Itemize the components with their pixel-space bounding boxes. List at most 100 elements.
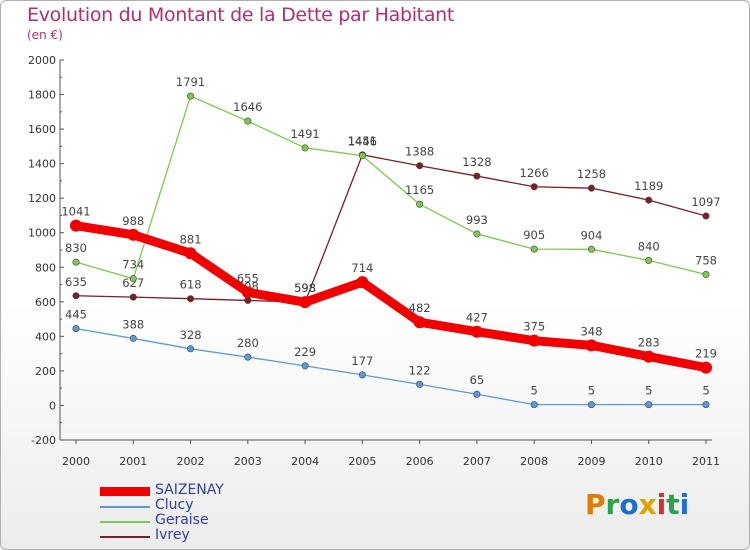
data-label-saizenay: 348: [580, 324, 602, 338]
data-point-ivrey: [416, 162, 424, 170]
data-label-geraise: 1446: [348, 135, 377, 149]
data-point-geraise: [702, 271, 710, 279]
data-point-geraise: [416, 200, 424, 208]
data-point-geraise: [301, 144, 309, 152]
data-label-geraise: 905: [523, 228, 545, 242]
data-point-geraise: [72, 258, 80, 266]
series-line-clucy: [75, 327, 707, 406]
y-tick-label: 1200: [28, 192, 56, 205]
data-point-clucy: [187, 345, 195, 353]
data-point-ivrey: [72, 292, 80, 300]
y-tick-label: 200: [35, 365, 56, 378]
logo-letter: t: [666, 488, 680, 521]
data-point-clucy: [72, 325, 80, 333]
data-label-ivrey: 1266: [520, 166, 549, 180]
legend-swatch-saizenay: [100, 487, 150, 496]
y-tick-label: 0: [49, 399, 56, 412]
data-point-ivrey: [129, 293, 137, 301]
x-tick-label: 2003: [234, 455, 262, 468]
proxiti-logo: Proxiti: [585, 488, 689, 521]
data-label-clucy: 5: [531, 384, 538, 398]
series-line-ivrey: [75, 154, 707, 303]
data-point-clucy: [301, 362, 309, 370]
chart-subtitle: (en €): [27, 28, 63, 42]
legend-swatch-geraise: [100, 521, 150, 523]
data-point-saizenay: [241, 286, 254, 299]
data-label-geraise: 904: [580, 228, 602, 242]
data-label-ivrey: 1388: [405, 145, 434, 159]
data-point-saizenay: [356, 276, 369, 289]
data-point-saizenay: [528, 334, 541, 347]
logo-letter: x: [638, 488, 657, 521]
data-label-clucy: 445: [65, 308, 87, 322]
data-label-ivrey: 1328: [462, 155, 491, 169]
data-point-saizenay: [299, 296, 312, 309]
x-tick-label: 2008: [520, 455, 548, 468]
data-label-ivrey: 635: [65, 275, 87, 289]
y-tick-label: -200: [31, 434, 56, 447]
y-tick-label: 1600: [28, 123, 56, 136]
data-point-saizenay: [642, 350, 655, 363]
logo-letter: P: [585, 488, 606, 521]
data-point-saizenay: [184, 247, 197, 260]
data-label-saizenay: 219: [695, 347, 717, 361]
data-label-saizenay: 375: [523, 320, 545, 334]
data-label-saizenay: 598: [294, 281, 316, 295]
data-label-clucy: 5: [645, 384, 652, 398]
data-label-clucy: 388: [122, 317, 144, 331]
data-point-geraise: [587, 245, 595, 253]
y-tick-label: 600: [35, 296, 56, 309]
logo-letter: i: [679, 488, 690, 521]
data-label-geraise: 758: [695, 254, 717, 268]
data-point-ivrey: [702, 212, 710, 220]
data-label-clucy: 122: [409, 363, 431, 377]
data-point-ivrey: [473, 172, 481, 180]
data-label-ivrey: 1189: [634, 179, 663, 193]
legend-swatch-ivrey: [100, 536, 150, 538]
data-label-clucy: 177: [351, 354, 373, 368]
series-line-geraise: [75, 95, 707, 280]
x-tick-label: 2005: [348, 455, 376, 468]
legend-label-geraise: Geraise: [155, 512, 209, 528]
data-point-geraise: [244, 117, 252, 125]
data-point-ivrey: [187, 295, 195, 303]
data-label-clucy: 5: [702, 384, 709, 398]
logo-letter: o: [619, 488, 639, 521]
data-point-clucy: [244, 353, 252, 361]
data-label-geraise: 840: [638, 239, 660, 253]
data-point-geraise: [473, 230, 481, 238]
data-label-saizenay: 427: [466, 311, 488, 325]
data-point-clucy: [416, 380, 424, 388]
data-point-saizenay: [127, 228, 140, 241]
data-point-saizenay: [470, 325, 483, 338]
data-label-ivrey: 618: [180, 278, 202, 292]
data-point-clucy: [530, 401, 538, 409]
data-label-ivrey: 598: [294, 281, 316, 295]
data-label-ivrey: 1451: [348, 134, 377, 148]
data-point-saizenay: [70, 219, 82, 232]
y-tick-label: 1800: [28, 89, 56, 102]
data-label-saizenay: 881: [180, 232, 202, 246]
data-label-clucy: 5: [588, 384, 595, 398]
y-tick-label: 400: [35, 330, 56, 343]
data-label-saizenay: 1041: [61, 205, 90, 219]
data-label-ivrey: 1097: [691, 195, 720, 209]
data-label-saizenay: 482: [409, 301, 431, 315]
data-label-clucy: 280: [237, 336, 259, 350]
x-tick-label: 2002: [177, 455, 205, 468]
logo-letter: i: [656, 488, 667, 521]
data-label-saizenay: 283: [638, 336, 660, 350]
x-tick-label: 2009: [577, 455, 605, 468]
data-point-clucy: [587, 401, 595, 409]
data-point-clucy: [129, 334, 137, 342]
data-point-geraise: [129, 275, 137, 283]
series-line-saizenay: [71, 221, 711, 373]
y-tick-label: 2000: [28, 54, 56, 67]
x-tick-label: 2001: [119, 455, 147, 468]
data-point-clucy: [702, 401, 710, 409]
data-point-clucy: [358, 371, 366, 379]
x-tick-label: 2010: [635, 455, 663, 468]
data-label-clucy: 65: [470, 373, 485, 387]
data-label-geraise: 1791: [176, 75, 205, 89]
